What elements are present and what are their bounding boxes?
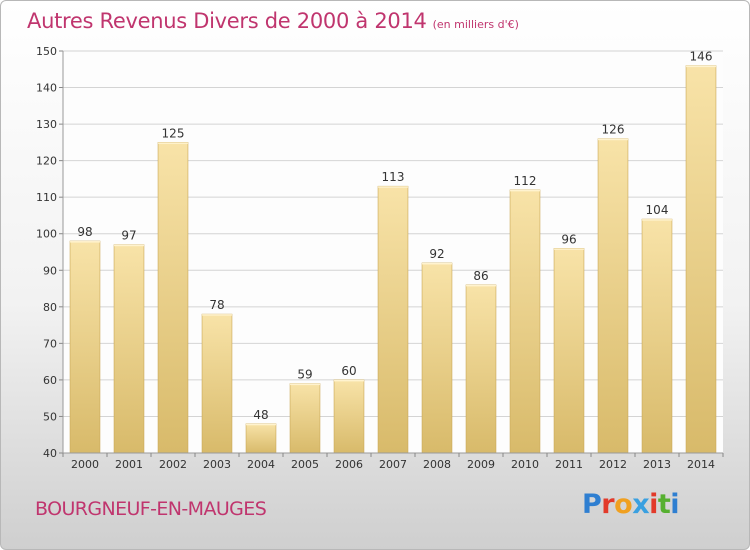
proxiti-logo: Proxiti [582,489,680,520]
value-labels: 98 97 125 78 48 59 60 113 92 86 112 96 126 104 146 [77,50,712,422]
value-label: 86 [473,269,488,283]
bar [245,423,277,454]
x-tick-label: 2013 [643,458,671,471]
bar [201,313,233,454]
value-label: 113 [382,170,405,184]
bar-highlight [554,248,584,250]
bar [377,185,409,454]
bar [685,65,717,454]
bar [465,284,497,454]
bars [69,65,717,454]
y-tick-label: 150 [36,45,57,58]
y-tick-label: 60 [43,374,57,387]
town-name: BOURGNEUF-EN-MAUGES [35,498,267,520]
value-label: 97 [121,229,136,243]
y-tick-label: 110 [36,191,57,204]
bar-highlight [422,262,452,265]
bar-highlight [290,383,320,386]
value-label: 60 [341,364,356,378]
bar-highlight [114,244,144,247]
x-tick-label: 2010 [511,458,539,471]
x-tick-label: 2012 [599,458,627,471]
y-tick-label: 130 [36,118,57,131]
value-label: 104 [646,203,669,217]
x-tick-label: 2003 [203,458,231,471]
y-tick-label: 50 [43,410,57,423]
logo-letter: i [649,489,658,520]
bar-highlight [598,138,628,141]
value-label: 126 [602,123,625,137]
bar-highlight [70,241,100,243]
bar [333,379,365,454]
logo-letter: i [670,489,680,520]
x-tick-label: 2001 [115,458,143,471]
value-label: 92 [429,247,444,261]
x-tick-label: 2014 [687,458,715,471]
value-label: 125 [162,126,185,140]
y-tick-label: 120 [36,155,57,168]
chart-title: Autres Revenus Divers de 2000 à 2014 (en … [27,9,519,33]
value-label: 96 [561,232,576,246]
bar [641,218,673,454]
x-tick-label: 2004 [247,458,275,471]
x-tick-label: 2009 [467,458,495,471]
y-tick-label: 140 [36,82,57,95]
bar-highlight [158,142,188,144]
y-tick-label: 70 [43,337,57,350]
bar-highlight [642,219,672,221]
bar-highlight [334,379,364,382]
x-tick-label: 2005 [291,458,319,471]
x-tick-label: 2011 [555,458,583,471]
bar [421,262,453,454]
x-tick-label: 2002 [159,458,187,471]
value-label: 78 [209,298,224,312]
value-label: 98 [77,225,92,239]
x-axis: 2000 2001 2002 2003 2004 2005 2006 2007 2008 2009… [62,452,724,471]
bar-highlight [466,284,496,287]
value-label: 48 [253,408,268,422]
y-tick-label: 90 [43,264,57,277]
bar-highlight [202,314,232,316]
logo-letter: o [614,489,633,520]
x-tick-label: 2006 [335,458,363,471]
bar-highlight [686,65,716,68]
y-tick-label: 40 [43,447,57,460]
bar [69,240,101,454]
bar-highlight [510,189,540,192]
x-tick-label: 2007 [379,458,407,471]
chart-subtitle: (en milliers d'€) [432,18,519,31]
y-tick-label: 100 [36,228,57,241]
chart-title-text: Autres Revenus Divers de 2000 à 2014 [27,9,427,33]
bar [553,248,585,454]
x-tick-label: 2008 [423,458,451,471]
bar [157,142,189,454]
y-axis: 40 50 60 70 80 90 100 110 120 130 140 150 [36,45,64,460]
logo-letter: x [632,489,650,520]
logo-letter: P [582,489,602,520]
logo-letter: r [601,489,615,520]
bar-highlight [246,423,276,426]
value-label: 146 [690,50,713,64]
bar [289,383,321,454]
value-label: 112 [514,174,537,188]
bar [509,189,541,454]
value-label: 59 [297,368,312,382]
bar [597,138,629,454]
bar-highlight [378,186,408,188]
logo-letter: t [657,489,671,520]
y-tick-label: 80 [43,301,57,314]
bar [113,244,145,454]
x-tick-label: 2000 [71,458,99,471]
